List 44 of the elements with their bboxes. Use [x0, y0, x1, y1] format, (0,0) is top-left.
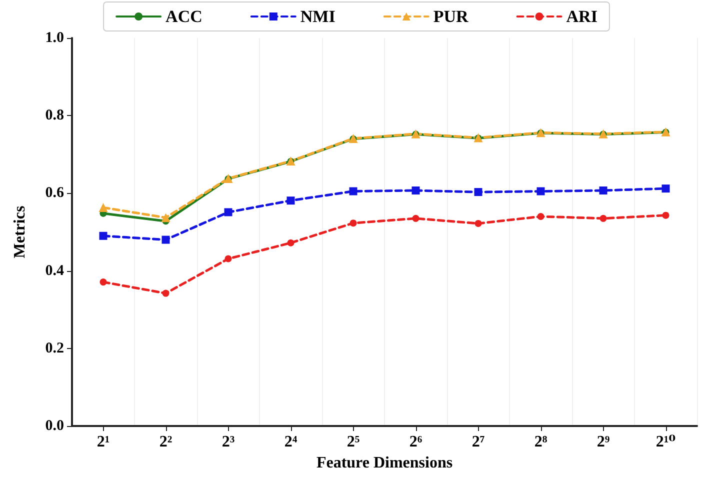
x-tick-label: 2⁸ [534, 434, 548, 450]
legend-label: ARI [566, 7, 598, 26]
point [100, 278, 107, 286]
x-axis-title: Feature Dimensions [316, 454, 453, 472]
x-tick-label: 2¹⁰ [656, 434, 676, 450]
point [98, 203, 108, 212]
point [99, 232, 108, 240]
point [599, 186, 608, 194]
point [474, 220, 482, 227]
point [662, 212, 670, 219]
y-tick-label: 0.8 [45, 108, 64, 124]
legend-label: NMI [300, 7, 336, 26]
point [161, 213, 170, 222]
point [536, 187, 545, 196]
point [224, 208, 232, 216]
x-tick-label: 2⁵ [346, 434, 360, 450]
y-axis-title: Metrics [12, 206, 28, 258]
point [162, 236, 170, 244]
point [350, 220, 357, 227]
x-tick-label: 2³ [222, 434, 235, 450]
point [287, 239, 294, 246]
point [600, 214, 607, 222]
x-tick-label: 2⁷ [472, 434, 485, 450]
point [162, 290, 170, 297]
y-tick-label: 0.2 [45, 340, 64, 356]
x-tick-label: 2² [159, 434, 172, 450]
x-tick-label: 2¹ [96, 434, 110, 450]
point [349, 187, 358, 196]
x-tick-label: 2⁴ [284, 434, 298, 450]
point [412, 186, 420, 194]
point [224, 255, 232, 262]
x-tick-label: 2⁹ [596, 434, 610, 450]
y-tick-label: 0.6 [45, 185, 64, 202]
y-tick-label: 0.4 [45, 262, 64, 279]
x-tick-label: 2⁶ [409, 434, 422, 450]
y-tick-label: 0.0 [45, 418, 64, 434]
legend-label: ACC [166, 7, 202, 26]
point [286, 196, 295, 205]
y-tick-label: 1.0 [45, 30, 64, 46]
point [662, 184, 670, 193]
point [537, 212, 544, 220]
legend-label: PUR [433, 7, 469, 26]
point [412, 214, 420, 222]
point [474, 188, 482, 196]
